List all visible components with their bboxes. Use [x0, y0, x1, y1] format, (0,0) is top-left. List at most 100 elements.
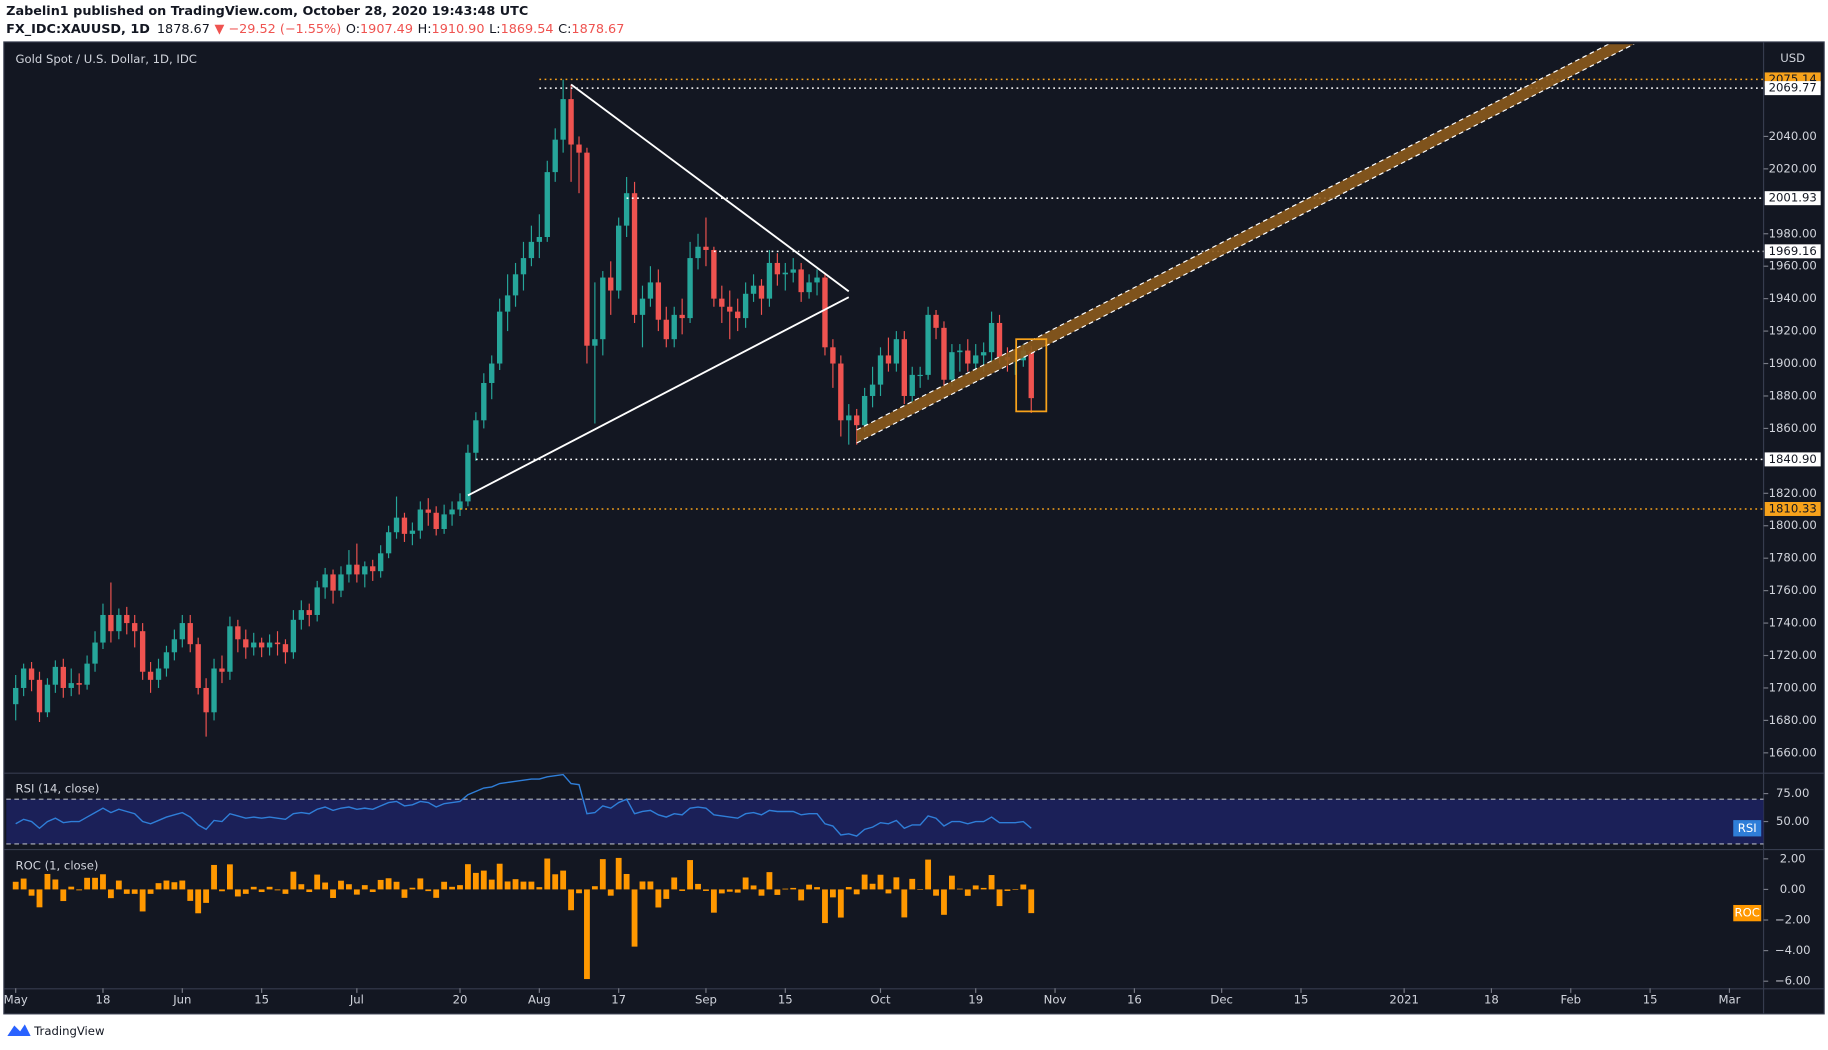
candle-body [965, 350, 971, 364]
candle-body [608, 277, 614, 291]
candle-body [36, 679, 43, 713]
roc-bar [298, 884, 305, 890]
roc-bar [972, 885, 979, 890]
candle-body [941, 327, 947, 380]
roc-bar [710, 889, 717, 913]
candle-body [465, 452, 471, 502]
roc-bar [893, 877, 900, 890]
candle-body [790, 269, 796, 273]
y-tick-label: 1660.00 [1769, 745, 1817, 759]
x-tick-label: 18 [1484, 992, 1499, 1006]
roc-bar [504, 881, 511, 890]
candle-body [885, 355, 892, 364]
roc-bar [639, 881, 646, 890]
roc-bar [496, 863, 503, 890]
candle-body [798, 269, 804, 293]
roc-bar [845, 886, 852, 890]
y-tick-label: 1820.00 [1769, 486, 1817, 500]
roc-bar [941, 889, 947, 915]
y-tick-label: 1900.00 [1769, 356, 1817, 370]
x-tick-label: 16 [1127, 992, 1142, 1006]
roc-bar [758, 889, 765, 896]
highlight-box [1015, 338, 1048, 413]
roc-bar [536, 887, 543, 890]
roc-bar [520, 881, 527, 890]
y-tick-label: −6.00 [1775, 974, 1811, 988]
roc-bar [28, 889, 35, 896]
candle-body [917, 374, 923, 377]
y-tick-label: 1940.00 [1769, 291, 1817, 305]
candle-body [552, 139, 558, 173]
roc-bar [718, 889, 725, 894]
candle-body [60, 666, 66, 688]
candle-body [139, 631, 146, 672]
candle-body [354, 564, 360, 575]
candle-body [409, 530, 416, 534]
x-tick-label: Aug [528, 992, 551, 1006]
brand: TradingView [33, 1024, 105, 1038]
y-tick-label: 1760.00 [1769, 583, 1817, 597]
x-tick-label: 19 [968, 992, 983, 1006]
roc-bar [766, 872, 773, 890]
roc-bar [829, 889, 836, 898]
candle-body [822, 277, 828, 348]
roc-bar [917, 889, 924, 891]
roc-bar [948, 875, 955, 890]
roc-bar [869, 883, 876, 890]
roc-bar [663, 889, 670, 899]
level-label: 1969.16 [1769, 244, 1817, 258]
candle-body [830, 347, 836, 364]
roc-bar [36, 889, 43, 908]
roc-bar [933, 889, 939, 896]
roc-bar [274, 889, 281, 891]
roc-bar [203, 889, 210, 903]
candle-body [1028, 351, 1034, 399]
roc-bar [131, 889, 138, 894]
candle-body [28, 668, 35, 680]
roc-bar [425, 889, 432, 892]
x-tick-label: Jun [172, 992, 191, 1006]
candle-body [877, 355, 884, 385]
candle-body [76, 683, 82, 685]
roc-bar [84, 877, 91, 890]
pane-title: ROC (1, close) [15, 858, 98, 872]
roc-bar [266, 886, 273, 890]
roc-bar [195, 889, 202, 914]
last-price: 1878.67 [157, 22, 210, 37]
candle-body [568, 99, 574, 145]
roc-bar [956, 888, 963, 890]
roc-bar [187, 889, 194, 901]
roc-bar [322, 882, 329, 890]
roc-bar [314, 874, 321, 890]
candle-body [489, 363, 495, 383]
roc-bar [790, 887, 797, 890]
symbol: FX_IDC:XAUUSD, 1D [6, 22, 150, 37]
y-tick-label: −4.00 [1775, 943, 1811, 957]
candle-body [996, 322, 1003, 358]
roc-bar [560, 870, 567, 890]
roc-bar [774, 889, 781, 895]
roc-bar [163, 880, 170, 890]
roc-bar [1028, 889, 1035, 914]
candle-body [623, 193, 630, 226]
roc-bar [607, 889, 614, 896]
roc-bar [544, 858, 551, 890]
candle-body [584, 152, 590, 346]
y-tick-label: 1680.00 [1769, 713, 1817, 727]
roc-bar [853, 889, 860, 895]
roc-bar [750, 885, 757, 890]
roc-bar [472, 872, 479, 890]
low-label: L: [489, 22, 500, 37]
x-tick-label: 15 [778, 992, 793, 1006]
candle-body [84, 663, 90, 685]
y-tick-label: 1860.00 [1769, 421, 1817, 435]
candle-body [504, 295, 511, 312]
roc-bar [909, 878, 916, 890]
candle-body [346, 564, 352, 575]
candle-body [973, 355, 979, 364]
candle-body [663, 319, 669, 340]
x-tick-label: Oct [870, 992, 891, 1006]
high-label: H: [418, 22, 432, 37]
candle-body [13, 687, 19, 705]
roc-bar [671, 877, 678, 890]
